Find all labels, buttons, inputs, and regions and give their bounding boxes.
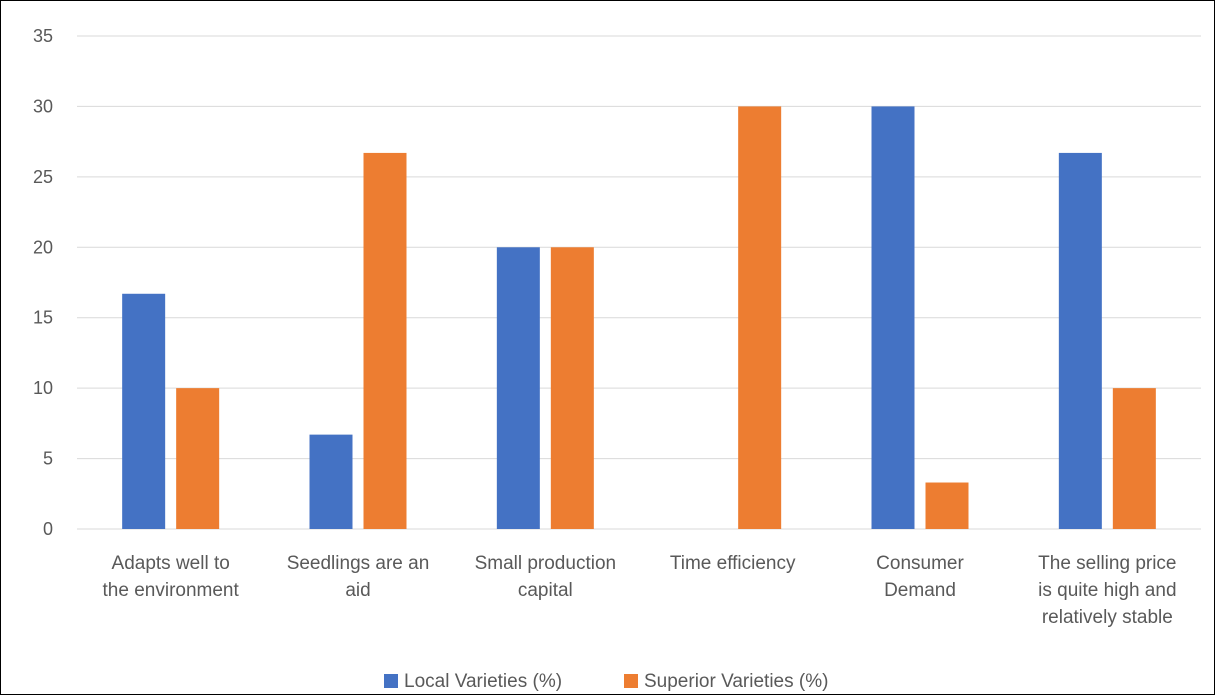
y-tick-label: 15 xyxy=(33,308,53,328)
bars xyxy=(122,106,1156,530)
gridlines xyxy=(77,35,1201,530)
bar-local-varieties xyxy=(122,293,166,529)
x-category-label: Small production capital xyxy=(475,553,617,601)
bar-local-varieties xyxy=(1058,152,1102,529)
y-tick-label: 10 xyxy=(33,378,53,398)
bar-local-varieties xyxy=(496,247,540,530)
legend-swatch xyxy=(624,674,638,688)
legend: Local Varieties (%) Superior Varieties (%… xyxy=(384,671,828,692)
x-category-label: Adapts well to the environment xyxy=(103,553,240,601)
legend-swatch xyxy=(384,674,398,688)
y-tick-label: 0 xyxy=(43,519,53,539)
bar-local-varieties xyxy=(871,106,915,529)
bar-superior-varieties xyxy=(738,106,782,529)
bar-superior-varieties xyxy=(176,388,220,529)
y-tick-label: 35 xyxy=(33,26,53,46)
y-tick-label: 30 xyxy=(33,96,53,116)
bar-superior-varieties xyxy=(363,152,407,529)
x-category-label: The selling price is quite high and relati… xyxy=(1038,553,1176,628)
x-category-label: Seedlings are an aid xyxy=(287,553,430,601)
x-category-label: Consumer Demand xyxy=(876,553,964,601)
y-tick-label: 5 xyxy=(43,449,53,469)
legend-label: Local Varieties (%) xyxy=(404,671,562,692)
x-axis-labels: Adapts well to the environment Seedlings a… xyxy=(103,553,1177,628)
bar-superior-varieties xyxy=(925,482,969,529)
bar-superior-varieties xyxy=(550,247,594,530)
x-category-label: Time efficiency xyxy=(670,553,796,574)
y-tick-label: 20 xyxy=(33,237,53,257)
y-axis-ticks: 0 5 10 15 20 25 30 35 xyxy=(33,26,53,539)
y-tick-label: 25 xyxy=(33,167,53,187)
legend-label: Superior Varieties (%) xyxy=(644,671,828,692)
bar-local-varieties xyxy=(309,434,353,529)
bar-superior-varieties xyxy=(1112,388,1156,529)
